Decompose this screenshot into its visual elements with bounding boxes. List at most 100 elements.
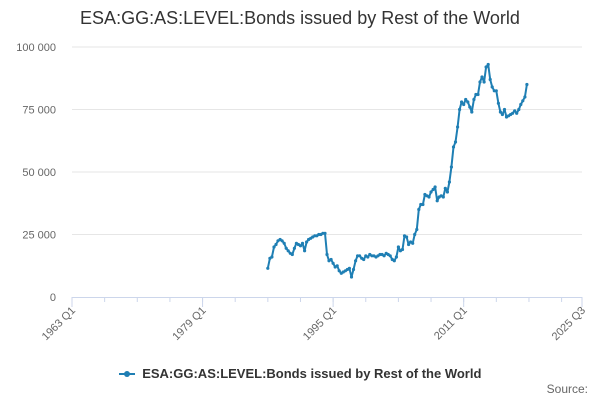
data-point[interactable] bbox=[282, 241, 286, 245]
data-point[interactable] bbox=[494, 89, 498, 93]
data-point[interactable] bbox=[521, 99, 525, 103]
legend-swatch bbox=[118, 370, 135, 377]
data-point[interactable] bbox=[290, 252, 294, 257]
data-point[interactable] bbox=[480, 75, 484, 79]
data-point[interactable] bbox=[392, 259, 396, 263]
x-tick-label: 1995 Q1 bbox=[301, 305, 339, 343]
y-axis-tick-labels: 0 25 000 50 000 75 000 100 000 bbox=[16, 42, 56, 304]
data-point[interactable] bbox=[270, 255, 274, 259]
data-point[interactable] bbox=[451, 145, 456, 149]
legend[interactable]: ESA:GG:AS:LEVEL:Bonds issued by Rest of … bbox=[0, 366, 600, 381]
x-tick-label: 2025 Q3 bbox=[550, 305, 588, 343]
data-point[interactable] bbox=[433, 185, 437, 189]
data-point[interactable] bbox=[351, 267, 356, 272]
data-point[interactable] bbox=[331, 261, 335, 265]
data-point[interactable] bbox=[502, 107, 507, 112]
legend-marker bbox=[123, 370, 130, 377]
data-point[interactable] bbox=[335, 264, 339, 268]
data-point[interactable] bbox=[396, 245, 400, 249]
data-point[interactable] bbox=[443, 186, 447, 190]
data-point[interactable] bbox=[445, 190, 449, 194]
data-point[interactable] bbox=[325, 252, 329, 257]
source-label[interactable]: Source: bbox=[546, 382, 588, 396]
data-point[interactable] bbox=[280, 239, 284, 243]
data-point[interactable] bbox=[517, 107, 521, 112]
data-point[interactable] bbox=[431, 187, 435, 192]
data-point[interactable] bbox=[300, 241, 305, 245]
series-line bbox=[266, 63, 528, 278]
data-point[interactable] bbox=[470, 110, 474, 114]
legend-label: ESA:GG:AS:LEVEL:Bonds issued by Rest of … bbox=[142, 366, 482, 381]
data-point[interactable] bbox=[407, 242, 411, 247]
data-point[interactable] bbox=[298, 244, 303, 248]
data-point[interactable] bbox=[286, 249, 290, 253]
data-point[interactable] bbox=[523, 95, 527, 99]
data-point[interactable] bbox=[400, 247, 405, 252]
data-point[interactable] bbox=[510, 111, 515, 115]
data-point[interactable] bbox=[329, 257, 333, 262]
data-point[interactable] bbox=[347, 266, 351, 270]
data-point[interactable] bbox=[435, 199, 439, 203]
data-point[interactable] bbox=[292, 246, 296, 250]
data-point[interactable] bbox=[413, 232, 417, 237]
data-point[interactable] bbox=[462, 102, 466, 107]
data-point[interactable] bbox=[525, 82, 529, 87]
data-point[interactable] bbox=[449, 165, 453, 169]
data-point[interactable] bbox=[476, 92, 480, 97]
data-point[interactable] bbox=[421, 202, 425, 207]
data-point[interactable] bbox=[362, 257, 366, 262]
data-point[interactable] bbox=[388, 254, 392, 258]
data-point[interactable] bbox=[354, 259, 358, 263]
data-point[interactable] bbox=[468, 105, 472, 109]
data-point[interactable] bbox=[382, 254, 386, 258]
y-tick-label: 0 bbox=[50, 292, 56, 304]
data-point[interactable] bbox=[415, 227, 419, 232]
data-point[interactable] bbox=[515, 111, 519, 115]
series-group bbox=[266, 62, 529, 279]
y-tick-label: 50 000 bbox=[22, 167, 56, 179]
data-point[interactable] bbox=[478, 80, 482, 84]
data-point[interactable] bbox=[496, 101, 500, 105]
data-point[interactable] bbox=[441, 195, 445, 199]
data-point[interactable] bbox=[490, 85, 494, 89]
data-point[interactable] bbox=[500, 112, 504, 117]
data-point[interactable] bbox=[337, 269, 341, 273]
y-tick-label: 25 000 bbox=[22, 230, 56, 242]
data-point[interactable] bbox=[447, 180, 451, 184]
data-point[interactable] bbox=[284, 246, 288, 250]
data-point[interactable] bbox=[429, 190, 433, 194]
data-point[interactable] bbox=[394, 255, 398, 259]
data-point[interactable] bbox=[274, 242, 278, 247]
data-point[interactable] bbox=[358, 254, 362, 258]
x-tick-label: 2011 Q1 bbox=[432, 305, 470, 343]
data-point[interactable] bbox=[349, 275, 354, 279]
data-point[interactable] bbox=[464, 97, 468, 102]
data-point[interactable] bbox=[272, 245, 276, 249]
data-point[interactable] bbox=[498, 110, 502, 114]
data-point[interactable] bbox=[484, 65, 488, 69]
data-point[interactable] bbox=[456, 125, 460, 129]
data-point[interactable] bbox=[458, 107, 462, 112]
data-point[interactable] bbox=[513, 109, 517, 113]
data-point[interactable] bbox=[323, 231, 327, 235]
data-point[interactable] bbox=[411, 241, 415, 245]
data-point[interactable] bbox=[460, 100, 464, 104]
data-point[interactable] bbox=[482, 80, 486, 84]
data-point[interactable] bbox=[488, 77, 492, 82]
data-point[interactable] bbox=[405, 235, 409, 239]
data-point[interactable] bbox=[305, 240, 309, 244]
data-point[interactable] bbox=[266, 266, 270, 270]
data-point[interactable] bbox=[519, 102, 523, 107]
x-axis bbox=[71, 297, 583, 307]
grid-lines bbox=[72, 46, 582, 235]
x-tick-label: 1963 Q1 bbox=[40, 305, 78, 343]
data-point[interactable] bbox=[486, 62, 490, 67]
data-point[interactable] bbox=[453, 140, 458, 144]
data-point[interactable] bbox=[366, 255, 370, 259]
data-point[interactable] bbox=[303, 249, 307, 253]
data-point[interactable] bbox=[472, 97, 476, 102]
data-point[interactable] bbox=[466, 100, 470, 104]
data-point[interactable] bbox=[417, 207, 421, 212]
data-point[interactable] bbox=[427, 195, 431, 199]
y-tick-label: 100 000 bbox=[16, 42, 56, 54]
